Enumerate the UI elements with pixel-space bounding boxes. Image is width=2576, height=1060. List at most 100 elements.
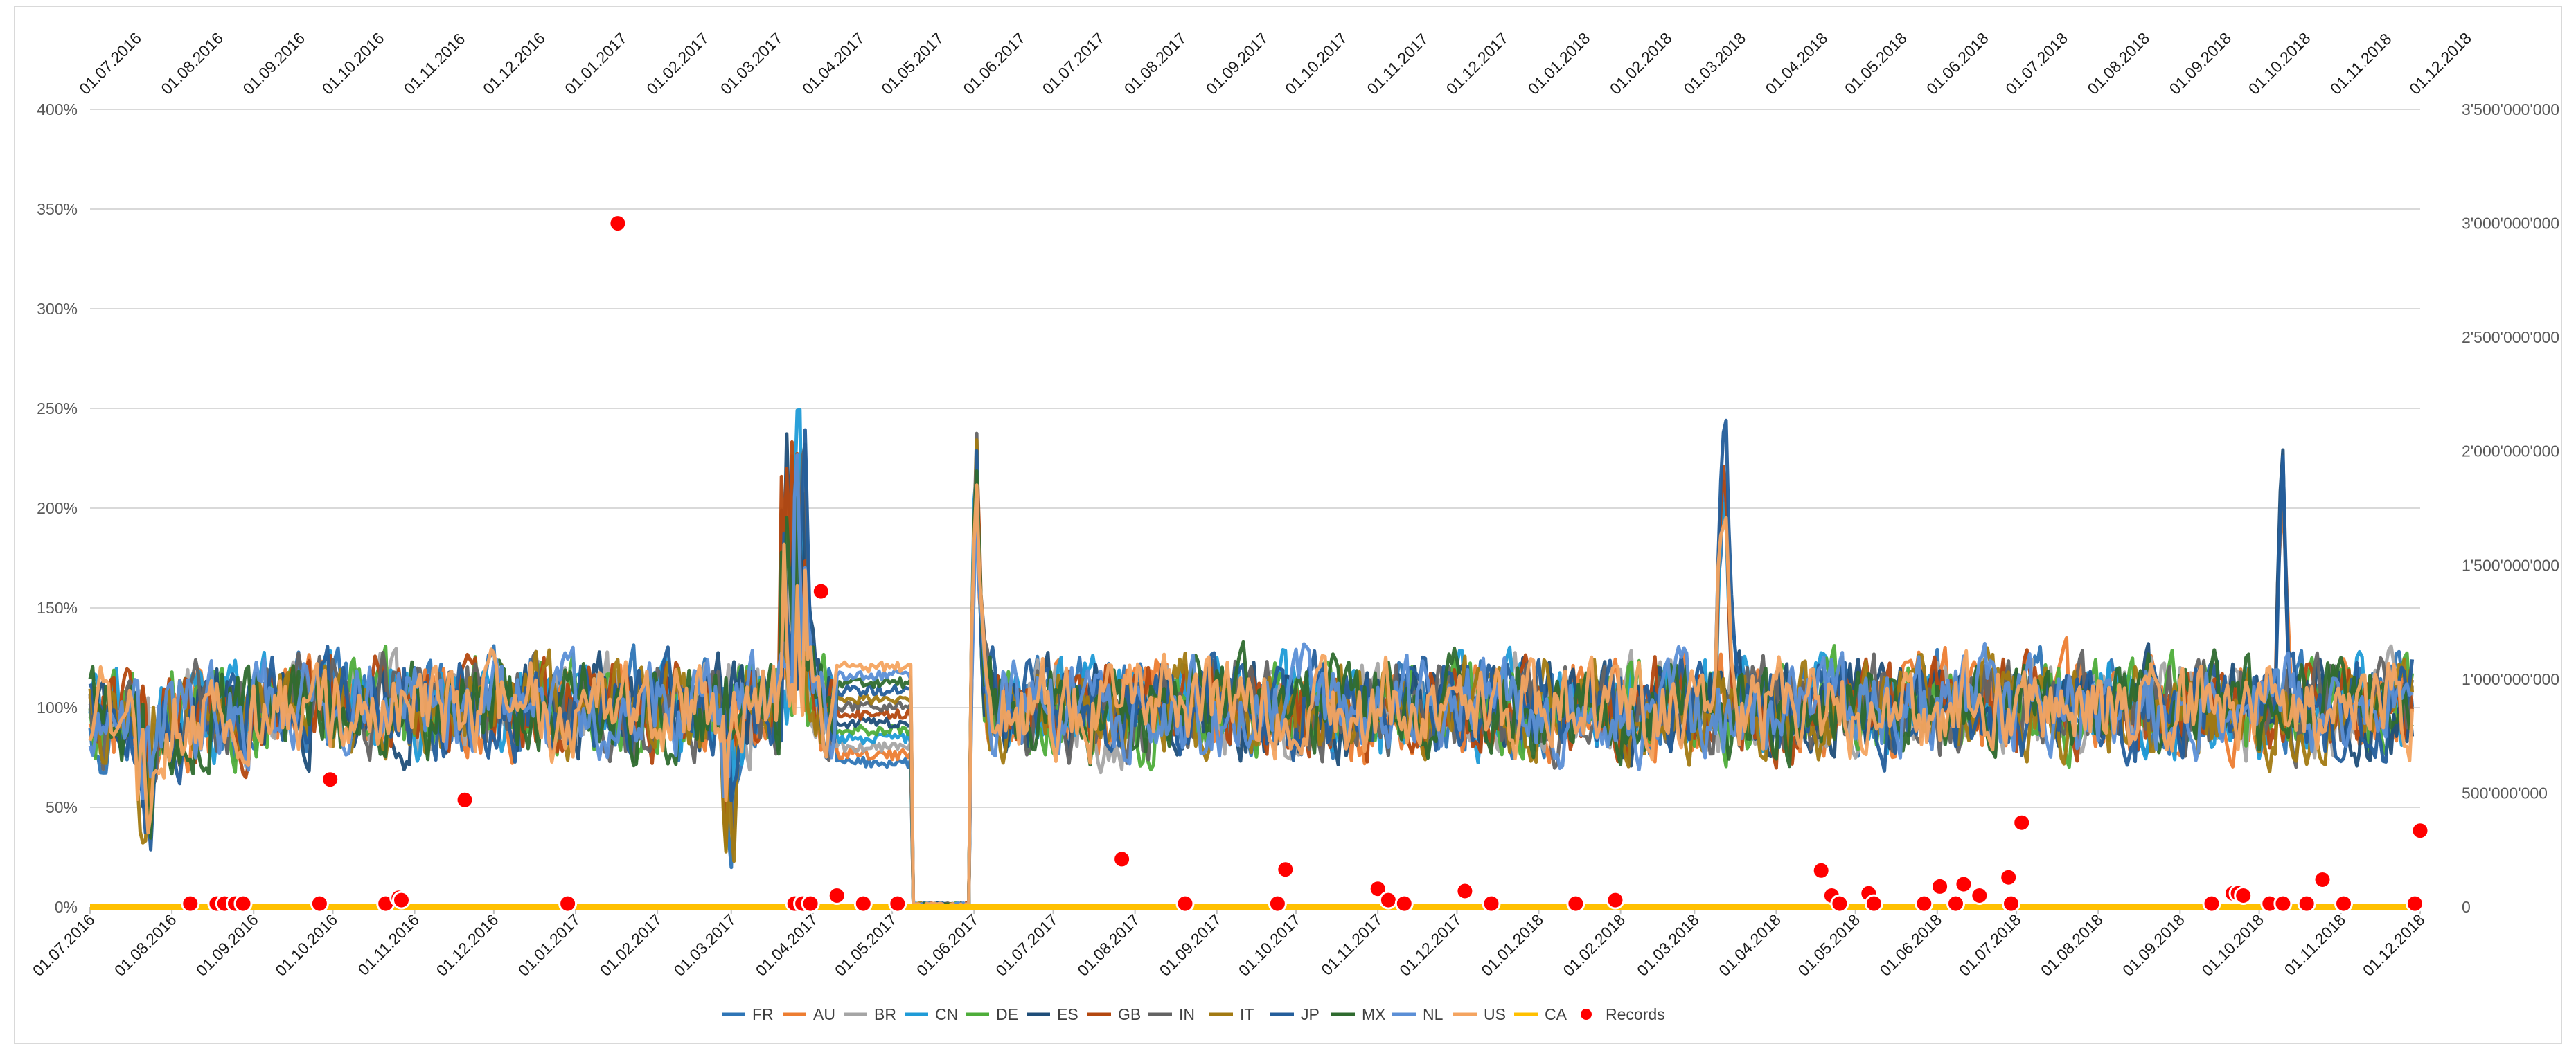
y-left-tick: 100% <box>37 699 78 717</box>
legend-fr-label: FR <box>752 1005 774 1023</box>
records-point <box>853 894 873 913</box>
y-left-tick: 350% <box>37 200 78 218</box>
x-tick-top: 01.12.2018 <box>2406 29 2475 98</box>
legend-cn-label: CN <box>935 1005 958 1023</box>
records-point <box>1946 894 1965 913</box>
records-point <box>1864 894 1883 913</box>
records-point <box>1830 894 1849 913</box>
records-point <box>1394 894 1414 913</box>
records-point <box>2297 894 2316 913</box>
x-tick-bottom: 01.11.2016 <box>355 910 423 979</box>
x-tick-bottom: 01.04.2017 <box>752 910 821 980</box>
x-tick-bottom: 01.10.2017 <box>1235 910 1304 980</box>
x-tick-top: 01.05.2017 <box>878 29 947 98</box>
x-tick-top: 01.07.2017 <box>1039 29 1108 98</box>
x-tick-bottom: 01.11.2018 <box>2281 910 2350 979</box>
legend-it-label: IT <box>1240 1005 1254 1023</box>
records-point <box>2334 894 2353 913</box>
x-tick-top: 01.01.2017 <box>561 29 630 98</box>
x-tick-bottom: 01.08.2016 <box>111 910 180 980</box>
x-tick-bottom: 01.10.2016 <box>272 910 341 980</box>
records-point <box>2002 894 2020 913</box>
x-tick-bottom: 01.11.2017 <box>1317 910 1386 979</box>
records-point <box>1811 861 1831 880</box>
records-point <box>1606 890 1625 910</box>
records-point <box>801 894 820 913</box>
x-tick-bottom: 01.05.2018 <box>1794 910 1863 980</box>
x-tick-top: 01.03.2018 <box>1680 29 1749 98</box>
axes: 0% 50% 100% 150% 200% 250% 300% 350% 400% 0 500'00… <box>29 29 2559 980</box>
records-point <box>1930 877 1950 896</box>
x-tick-bottom: 01.12.2017 <box>1396 910 1465 980</box>
legend-nl-label: NL <box>1423 1005 1444 1023</box>
x-tick-top: 01.01.2018 <box>1525 29 1594 98</box>
y-right-tick: 3'500'000'000 <box>2462 100 2559 118</box>
x-tick-bottom: 01.03.2018 <box>1633 910 1703 980</box>
records-point <box>2012 813 2032 832</box>
x-tick-bottom: 01.06.2017 <box>913 910 982 980</box>
y-left-tick: 250% <box>37 399 78 417</box>
records-point <box>1970 886 1989 905</box>
records-point <box>827 886 846 905</box>
x-tick-bottom: 01.01.2018 <box>1477 910 1547 980</box>
records-point <box>811 582 830 601</box>
records-point <box>888 894 907 913</box>
x-tick-top: 01.02.2018 <box>1606 29 1676 98</box>
records-point <box>310 894 329 913</box>
records-point <box>1566 894 1585 913</box>
records-point <box>2405 894 2424 913</box>
x-tick-bottom: 01.02.2018 <box>1559 910 1628 980</box>
x-tick-top: 01.10.2017 <box>1281 29 1351 98</box>
records-points <box>181 214 2430 913</box>
x-tick-top: 01.12.2017 <box>1443 29 1512 98</box>
legend-records-marker <box>1579 1007 1593 1021</box>
x-tick-top: 01.04.2017 <box>799 29 868 98</box>
records-point <box>1482 894 1501 913</box>
y-left-tick: 150% <box>37 599 78 617</box>
gridlines <box>90 109 2420 908</box>
x-tick-bottom: 01.05.2017 <box>831 910 900 980</box>
legend-de-label: DE <box>996 1005 1018 1023</box>
y-right-tick: 3'000'000'000 <box>2462 215 2559 233</box>
x-tick-top: 01.05.2018 <box>1841 29 1910 98</box>
records-point <box>233 894 253 913</box>
records-point <box>181 894 200 913</box>
x-tick-bottom: 01.01.2017 <box>515 910 584 980</box>
x-tick-top: 01.04.2018 <box>1762 29 1831 98</box>
x-tick-top: 01.11.2018 <box>2327 30 2395 98</box>
x-tick-top: 01.09.2018 <box>2165 29 2235 98</box>
records-point <box>1368 879 1387 899</box>
records-point <box>392 890 411 910</box>
records-point <box>2234 886 2253 905</box>
x-tick-bottom: 01.07.2018 <box>1955 910 2025 980</box>
legend-us-label: US <box>1484 1005 1506 1023</box>
y-left-tick: 400% <box>37 100 78 118</box>
records-point <box>2410 821 2430 841</box>
x-tick-top: 01.06.2017 <box>959 29 1029 98</box>
x-tick-top: 01.09.2017 <box>1202 29 1272 98</box>
series-jp-line <box>88 418 2415 909</box>
series-cn-line <box>88 408 2415 909</box>
x-tick-bottom: 01.07.2017 <box>992 910 1061 980</box>
records-point <box>1915 894 1934 913</box>
records-point <box>455 790 474 809</box>
records-point <box>558 894 578 913</box>
x-tick-top: 01.10.2016 <box>319 29 388 98</box>
y-right-tick: 1'000'000'000 <box>2462 670 2559 688</box>
legend-au-label: AU <box>813 1005 835 1023</box>
x-tick-top: 01.09.2016 <box>239 29 308 98</box>
x-tick-bottom: 01.04.2018 <box>1715 910 1784 980</box>
y-left-tick: 50% <box>46 798 78 816</box>
legend-records-label: Records <box>1606 1005 1665 1023</box>
series-lines <box>88 408 2420 910</box>
x-tick-bottom: 01.12.2018 <box>2359 910 2428 980</box>
x-tick-bottom: 01.09.2016 <box>193 910 262 980</box>
records-point <box>2202 894 2221 913</box>
records-point <box>1455 881 1475 901</box>
y-right-tick: 2'000'000'000 <box>2462 442 2559 460</box>
y-right-tick: 500'000'000 <box>2462 784 2548 802</box>
records-point <box>1268 894 1287 913</box>
x-tick-bottom: 01.03.2017 <box>670 910 740 980</box>
x-tick-top: 01.08.2018 <box>2084 29 2153 98</box>
y-left-tick: 0% <box>55 898 78 916</box>
